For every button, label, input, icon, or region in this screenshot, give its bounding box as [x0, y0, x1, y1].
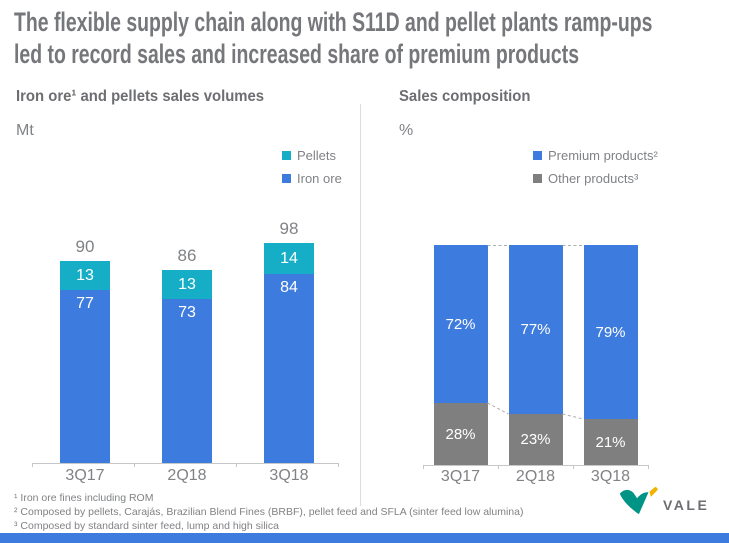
- premium-products-legend-swatch: [533, 151, 542, 160]
- other-products-legend-swatch: [533, 174, 542, 183]
- footnote-1: ¹ Iron ore fines including ROM: [14, 492, 154, 504]
- legend-item-other-products: Other products³: [533, 171, 638, 186]
- footnotes: ¹ Iron ore fines including ROM ² Compose…: [14, 491, 524, 533]
- category-label: 3Q17: [440, 468, 481, 485]
- axis-tick: [338, 463, 339, 467]
- axis-tick: [648, 465, 649, 469]
- category-label: 3Q18: [269, 467, 309, 484]
- premium-products-legend-label: Premium products²: [548, 148, 658, 163]
- bar-segment-other: 28%: [433, 403, 488, 465]
- slide-title-line-2: led to record sales and increased share …: [14, 39, 580, 69]
- slide-title: The flexible supply chain along with S11…: [14, 6, 652, 70]
- axis-tick: [498, 465, 499, 469]
- category-label: 3Q18: [590, 468, 631, 485]
- bar-segment-iron-ore: 77: [60, 290, 110, 463]
- bar-segment-pellets: 13: [60, 261, 110, 290]
- iron-ore-legend-label: Iron ore: [297, 171, 342, 186]
- axis-tick: [236, 463, 237, 467]
- axis-tick: [423, 465, 424, 469]
- category-label: 2Q18: [515, 468, 556, 485]
- legend-item-iron-ore: Iron ore: [282, 171, 342, 186]
- vale-logo: VALE: [618, 486, 709, 516]
- axis-line: [32, 463, 338, 464]
- bar-segment-pellets: 13: [162, 270, 212, 299]
- legend-item-pellets: Pellets: [282, 148, 336, 163]
- bar-segment-pellets: 14: [264, 243, 314, 274]
- pellets-legend-label: Pellets: [297, 148, 337, 163]
- left-chart-unit: Mt: [16, 122, 34, 139]
- bar-total-label: 90: [75, 237, 95, 256]
- bar-segment-other: 21%: [583, 419, 638, 465]
- vale-logo-text: VALE: [663, 497, 710, 513]
- iron-ore-legend-swatch: [282, 174, 291, 183]
- panel-divider: [360, 104, 361, 506]
- bar-total-label: 86: [177, 246, 197, 265]
- footnote-3: ³ Composed by standard sinter feed, lump…: [14, 520, 279, 532]
- bar-segment-premium: 79%: [583, 245, 638, 419]
- axis-tick: [573, 465, 574, 469]
- axis-tick: [32, 463, 33, 467]
- right-chart-unit: %: [399, 122, 414, 139]
- bar-segment-premium: 72%: [433, 245, 488, 403]
- bar-segment-other: 23%: [508, 414, 563, 465]
- bar-segment-iron-ore: 73: [162, 299, 212, 463]
- vale-logo-icon: [619, 486, 658, 515]
- bar-segment-iron-ore: 84: [264, 274, 314, 463]
- bar-segment-premium: 77%: [508, 245, 563, 414]
- pellets-legend-swatch: [282, 151, 291, 160]
- other-products-legend-label: Other products³: [548, 171, 639, 186]
- left-chart-title: Iron ore¹ and pellets sales volumes: [16, 88, 265, 105]
- slide-title-line-1: The flexible supply chain along with S11…: [14, 7, 653, 37]
- legend-item-premium-products: Premium products²: [533, 148, 658, 163]
- right-chart-title: Sales composition: [399, 88, 531, 105]
- footnote-2: ² Composed by pellets, Carajás, Brazilia…: [14, 506, 524, 518]
- bar-total-label: 98: [279, 219, 299, 238]
- category-label: 2Q18: [167, 467, 207, 484]
- axis-line: [423, 465, 648, 466]
- axis-tick: [134, 463, 135, 467]
- bottom-accent-strip: [0, 533, 729, 543]
- category-label: 3Q17: [65, 467, 105, 484]
